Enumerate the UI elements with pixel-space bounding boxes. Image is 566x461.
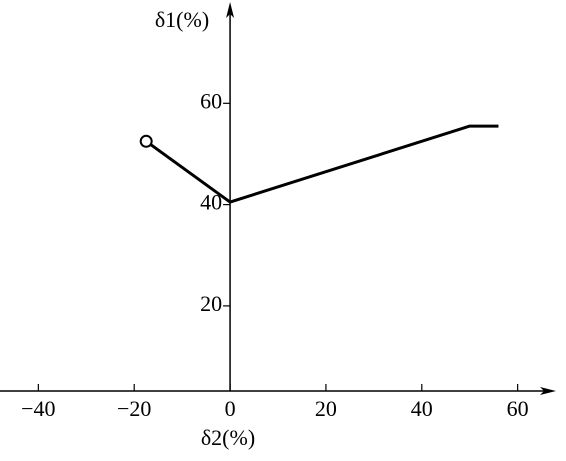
y-axis-label: δ1(%) [155, 7, 209, 32]
x-axis-label: δ2(%) [201, 425, 255, 450]
y-axis-arrow [226, 2, 235, 18]
x-axis-arrow [540, 387, 556, 395]
x-tick-label: 20 [315, 396, 337, 421]
y-tick-label: 20 [200, 291, 222, 316]
x-tick-label: −20 [117, 396, 151, 421]
x-tick-label: 0 [225, 396, 236, 421]
x-tick-label: −40 [21, 396, 55, 421]
line [145, 124, 499, 204]
y-tick-label: 60 [200, 88, 222, 113]
x-tick-label: 40 [411, 396, 433, 421]
x-tick-label: 60 [507, 396, 529, 421]
y-tick-label: 40 [200, 190, 222, 215]
start-marker [139, 134, 153, 148]
